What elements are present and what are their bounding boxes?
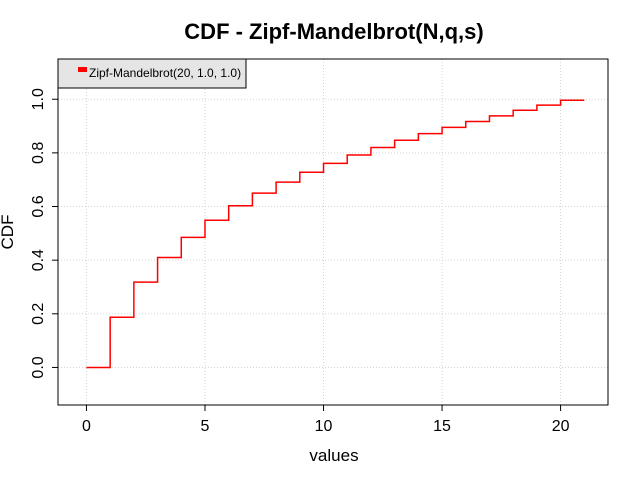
y-tick-label: 0.6 [30, 195, 47, 217]
x-tick-label: 5 [201, 418, 210, 435]
y-tick-label: 0.0 [30, 356, 47, 378]
grid-lines [58, 59, 608, 405]
series-line-zipf [86, 99, 585, 369]
x-axis: 0 5 10 15 20 [82, 405, 570, 435]
y-tick-label: 0.4 [30, 249, 47, 271]
x-tick-label: 15 [433, 418, 451, 435]
y-axis-label: CDF [0, 215, 17, 250]
x-tick-label: 20 [552, 418, 570, 435]
x-tick-label: 10 [315, 418, 333, 435]
y-tick-label: 1.0 [30, 88, 47, 110]
y-tick-label: 0.2 [30, 303, 47, 325]
plot-frame [57, 58, 609, 406]
legend-label: Zipf-Mandelbrot(20, 1.0, 1.0) [89, 66, 241, 80]
legend: Zipf-Mandelbrot(20, 1.0, 1.0) [57, 58, 247, 89]
y-axis: 0.0 0.2 0.4 0.6 0.8 1.0 [30, 88, 58, 379]
x-tick-label: 0 [82, 418, 91, 435]
y-tick-label: 0.8 [30, 142, 47, 164]
legend-swatch [78, 67, 87, 72]
legend-box [57, 58, 247, 89]
chart-title: CDF - Zipf-Mandelbrot(N,q,s) [184, 19, 483, 44]
x-axis-label: values [309, 446, 358, 465]
